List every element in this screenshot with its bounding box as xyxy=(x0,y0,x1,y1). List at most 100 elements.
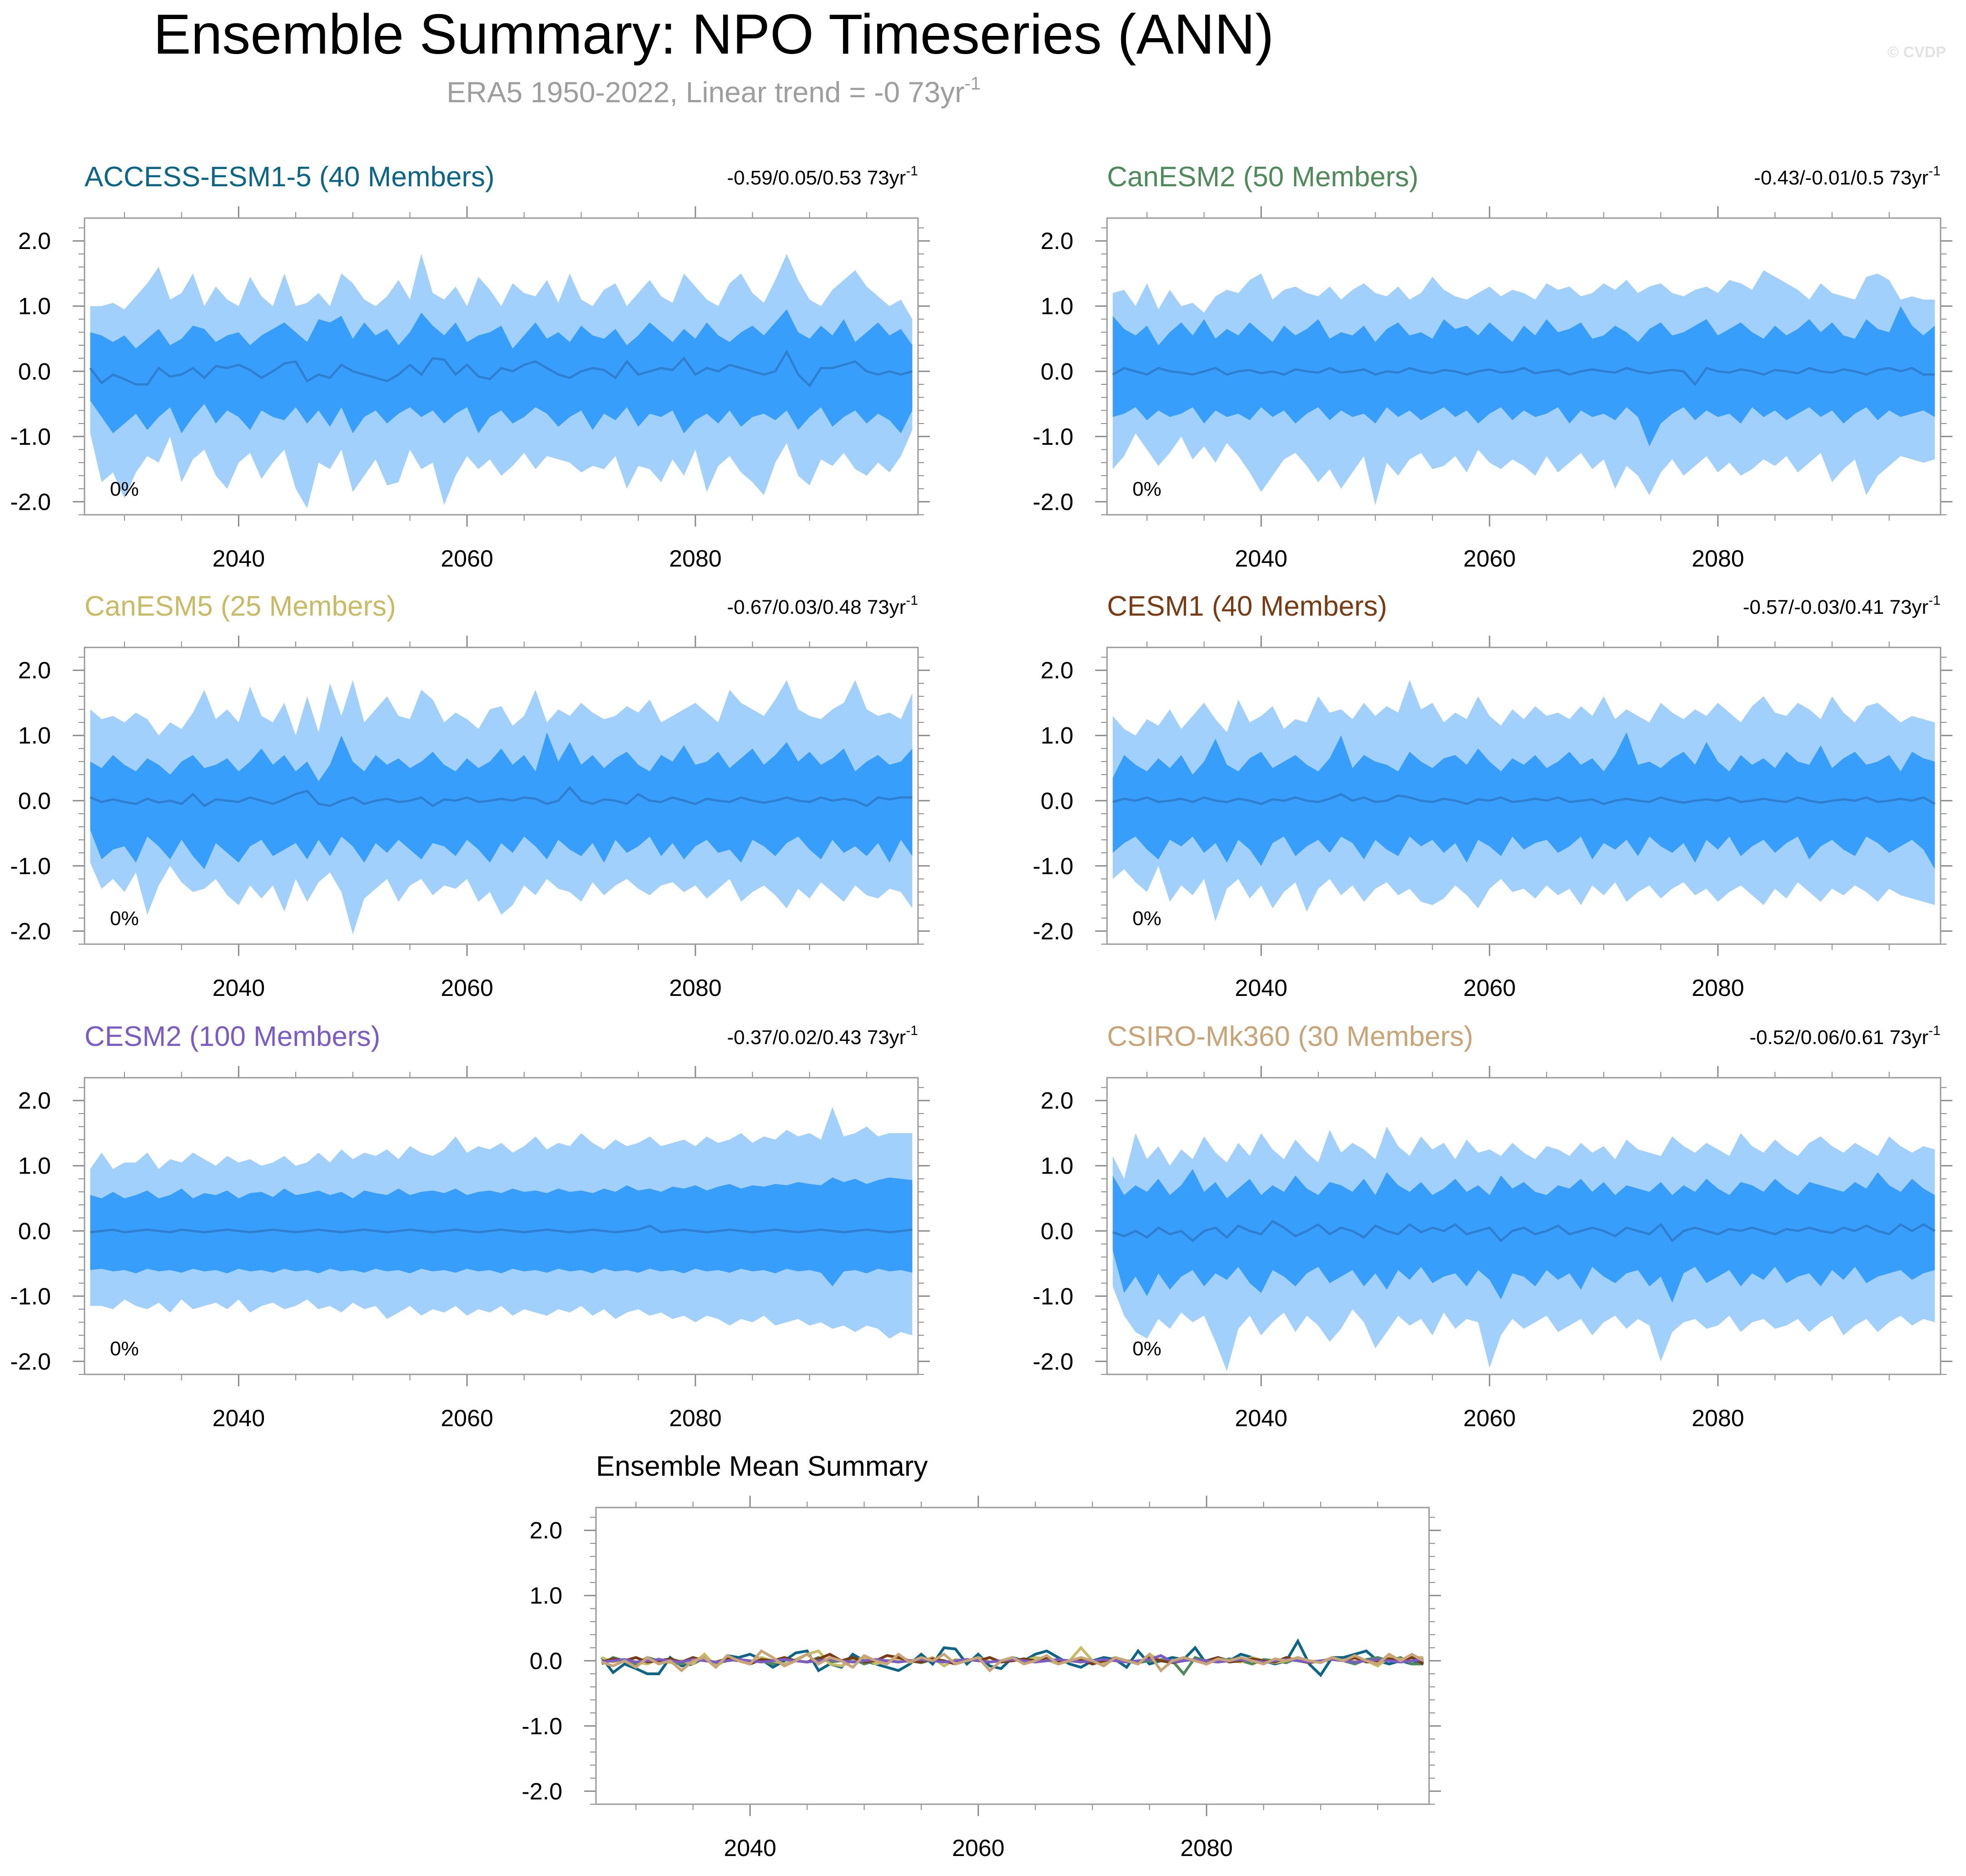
y-tick-label: -1.0 xyxy=(521,1713,562,1740)
x-tick-label: 2040 xyxy=(724,1835,776,1861)
y-tick-label: 2.0 xyxy=(1041,1088,1073,1114)
panel-title: CanESM5 (25 Members) xyxy=(84,591,396,622)
percent-label: 0% xyxy=(1132,907,1162,930)
plot-frame xyxy=(595,1507,1430,1805)
panel-grid: -2.0 -1.0 0.0 1.0 2.0 2040 2060 2080 ACCESS-ESM1… xyxy=(10,161,1952,1861)
y-tick-label: 1.0 xyxy=(18,723,51,749)
trend-label-text: -0.43/-0.01/0.5 73yr xyxy=(1754,167,1928,189)
panel-title: CanESM2 (50 Members) xyxy=(1107,161,1419,193)
y-tick-label: -1.0 xyxy=(10,853,51,880)
panel-3: -2.0 -1.0 0.0 1.0 2.0 2040 2060 2080 CanESM5 (25… xyxy=(10,591,930,1001)
y-tick-label: 1.0 xyxy=(18,294,51,320)
trend-label-text: -0.52/0.06/0.61 73yr xyxy=(1749,1026,1928,1049)
figure-title: Ensemble Summary: NPO Timeseries (ANN) xyxy=(154,3,1274,66)
panel-title: ACCESS-ESM1-5 (40 Members) xyxy=(84,161,495,193)
panel-2: -2.0 -1.0 0.0 1.0 2.0 2040 2060 2080 CanESM2 (50… xyxy=(1033,161,1952,572)
ensemble-10-90-band xyxy=(1112,306,1935,447)
y-tick-label: 0.0 xyxy=(1041,358,1073,385)
y-tick-label: 0.0 xyxy=(530,1648,562,1674)
x-tick-label: 2060 xyxy=(441,975,493,1001)
trend-label-superscript: -1 xyxy=(1928,593,1941,608)
percent-label: 0% xyxy=(110,478,139,500)
x-tick-label: 2060 xyxy=(441,546,493,572)
x-tick-label: 2060 xyxy=(952,1835,1005,1861)
ensemble-mean-line xyxy=(1112,367,1935,387)
x-tick-label: 2040 xyxy=(1235,975,1288,1001)
y-tick-label: 2.0 xyxy=(1041,228,1073,254)
x-tick-label: 2080 xyxy=(669,975,722,1001)
trend-label-superscript: -1 xyxy=(906,1023,918,1038)
panel-title: CESM1 (40 Members) xyxy=(1107,591,1387,622)
x-tick-label: 2080 xyxy=(1692,546,1744,572)
panel-5: -2.0 -1.0 0.0 1.0 2.0 2040 2060 2080 CESM2 (100 … xyxy=(10,1021,930,1432)
y-tick-label: 1.0 xyxy=(1041,294,1073,320)
x-tick-label: 2060 xyxy=(441,1405,493,1432)
x-tick-label: 2060 xyxy=(1463,546,1516,572)
y-tick-label: 1.0 xyxy=(18,1153,51,1179)
y-tick-label: -2.0 xyxy=(10,489,51,515)
x-tick-label: 2080 xyxy=(669,1405,722,1432)
x-tick-label: 2060 xyxy=(1463,1405,1516,1432)
y-tick-label: -2.0 xyxy=(1033,1349,1073,1375)
panel-4: -2.0 -1.0 0.0 1.0 2.0 2040 2060 2080 CESM1 (40 M… xyxy=(1033,591,1952,1001)
trend-label-superscript: -1 xyxy=(906,164,918,179)
panel-title: Ensemble Mean Summary xyxy=(596,1451,928,1482)
percent-label: 0% xyxy=(110,907,139,930)
plot-frame xyxy=(84,647,919,945)
trend-label-text: -0.57/-0.03/0.41 73yr xyxy=(1743,596,1928,618)
x-tick-label: 2040 xyxy=(1235,1405,1288,1432)
figure-subtitle: ERA5 1950-2022, Linear trend = -0 73yr-1 xyxy=(447,74,981,109)
y-tick-label: -2.0 xyxy=(521,1778,562,1805)
y-tick-label: -1.0 xyxy=(10,424,51,450)
panel-title: CSIRO-Mk360 (30 Members) xyxy=(1107,1021,1473,1052)
summary-line-series-6 xyxy=(601,1649,1424,1673)
trend-label: -0.59/0.05/0.53 73yr-1 xyxy=(727,164,918,189)
trend-label-superscript: -1 xyxy=(1928,164,1941,179)
y-tick-label: 0.0 xyxy=(18,358,51,385)
x-tick-label: 2040 xyxy=(213,546,265,572)
x-tick-label: 2080 xyxy=(669,546,722,572)
y-tick-label: -1.0 xyxy=(1033,853,1073,880)
y-tick-label: 0.0 xyxy=(1041,1218,1073,1244)
y-tick-label: -1.0 xyxy=(1033,424,1073,450)
trend-label-superscript: -1 xyxy=(1928,1023,1941,1038)
trend-label: -0.67/0.03/0.48 73yr-1 xyxy=(727,593,918,618)
x-tick-label: 2080 xyxy=(1180,1835,1233,1861)
panel-7: -2.0 -1.0 0.0 1.0 2.0 2040 2060 2080 Ensemble Me… xyxy=(521,1451,1441,1861)
figure-subtitle-superscript: -1 xyxy=(964,74,981,94)
y-tick-label: 2.0 xyxy=(18,657,51,684)
percent-label: 0% xyxy=(1132,478,1162,500)
figure-subtitle-text: ERA5 1950-2022, Linear trend = -0 73yr xyxy=(447,76,964,109)
y-tick-label: 1.0 xyxy=(1041,1153,1073,1179)
ensemble-mean-line xyxy=(1112,793,1936,806)
y-tick-label: 1.0 xyxy=(530,1583,562,1609)
x-tick-label: 2060 xyxy=(1463,975,1516,1001)
ensemble-10-90-band xyxy=(90,732,913,869)
y-tick-label: 1.0 xyxy=(1041,723,1073,749)
ensemble-mean-line xyxy=(89,786,913,807)
x-tick-label: 2040 xyxy=(213,975,265,1001)
trend-label: -0.37/0.02/0.43 73yr-1 xyxy=(727,1023,918,1049)
y-tick-label: 2.0 xyxy=(18,228,51,254)
ensemble-10-90-band xyxy=(90,309,913,433)
percent-label: 0% xyxy=(1132,1338,1162,1360)
trend-label: -0.43/-0.01/0.5 73yr-1 xyxy=(1754,164,1941,189)
y-tick-label: -1.0 xyxy=(1033,1284,1073,1310)
y-tick-label: 2.0 xyxy=(530,1518,562,1544)
trend-label-superscript: -1 xyxy=(906,593,918,608)
y-tick-label: -2.0 xyxy=(10,918,51,945)
plot-frame xyxy=(1106,217,1941,516)
x-tick-label: 2040 xyxy=(1235,546,1288,572)
credit-label: © CVDP xyxy=(1887,44,1946,61)
y-tick-label: 0.0 xyxy=(18,788,51,814)
y-tick-label: 2.0 xyxy=(1041,657,1073,684)
ensemble-mean-line xyxy=(89,349,913,388)
plot-frame xyxy=(1106,647,1941,945)
trend-label-text: -0.59/0.05/0.53 73yr xyxy=(727,167,906,189)
x-tick-label: 2040 xyxy=(213,1405,265,1432)
panel-title: CESM2 (100 Members) xyxy=(84,1021,380,1052)
plot-frame xyxy=(1106,1077,1941,1375)
y-tick-label: -1.0 xyxy=(10,1284,51,1310)
y-tick-label: -2.0 xyxy=(1033,918,1073,945)
y-tick-label: 0.0 xyxy=(1041,788,1073,814)
